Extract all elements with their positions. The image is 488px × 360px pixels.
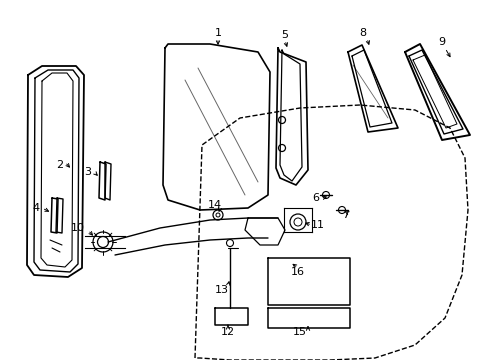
Text: 10: 10 bbox=[71, 223, 85, 233]
Text: 13: 13 bbox=[215, 285, 228, 295]
Text: 1: 1 bbox=[214, 28, 221, 38]
Text: 14: 14 bbox=[207, 200, 222, 210]
Text: 7: 7 bbox=[342, 210, 349, 220]
Text: 4: 4 bbox=[32, 203, 40, 213]
Text: 2: 2 bbox=[56, 160, 63, 170]
Text: 9: 9 bbox=[438, 37, 445, 47]
Text: 15: 15 bbox=[292, 327, 306, 337]
Text: 8: 8 bbox=[359, 28, 366, 38]
Text: 11: 11 bbox=[310, 220, 325, 230]
Text: 5: 5 bbox=[281, 30, 288, 40]
Text: 16: 16 bbox=[290, 267, 305, 277]
Text: 6: 6 bbox=[312, 193, 319, 203]
Text: 12: 12 bbox=[221, 327, 235, 337]
Text: 3: 3 bbox=[84, 167, 91, 177]
